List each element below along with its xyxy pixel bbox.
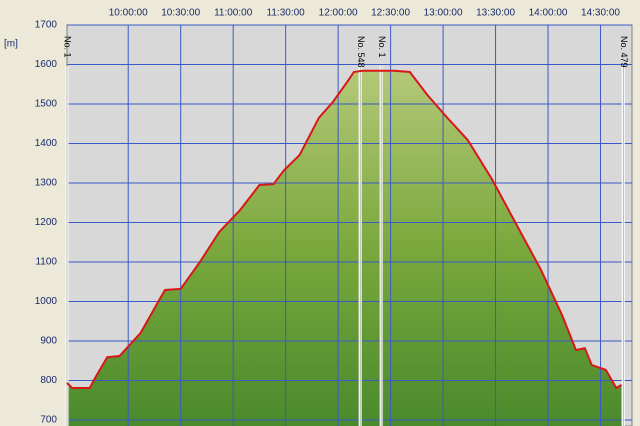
y-tick-label: 1200 xyxy=(35,217,58,228)
annotation: No. 1 xyxy=(377,36,387,58)
x-tick-label: 11:30:00 xyxy=(267,8,306,19)
y-tick-label: 1100 xyxy=(35,257,57,268)
annotation: No. 548 xyxy=(356,36,366,68)
elevation-line xyxy=(66,69,623,390)
x-tick-label: 14:00:00 xyxy=(529,8,568,19)
x-tick-label: 12:00:00 xyxy=(319,8,358,19)
annotation: No. 479 xyxy=(619,36,629,68)
y-tick-label: 1500 xyxy=(35,99,58,110)
x-tick-label: 11:00:00 xyxy=(214,8,253,19)
x-tick-label: 13:00:00 xyxy=(424,8,463,19)
x-tick-label: 10:30:00 xyxy=(161,8,200,19)
y-axis-label: [m] xyxy=(4,39,18,50)
y-tick-label: 900 xyxy=(40,336,57,347)
y-tick-label: 700 xyxy=(40,415,57,426)
y-tick-label: 1400 xyxy=(35,138,58,149)
x-tick-label: 14:30:00 xyxy=(581,8,620,19)
y-tick-label: 1000 xyxy=(35,296,58,307)
y-tick-label: 1700 xyxy=(35,20,58,31)
y-tick-label: 1600 xyxy=(35,59,58,70)
x-tick-label: 13:30:00 xyxy=(476,8,515,19)
elevation-area xyxy=(67,70,622,426)
y-tick-label: 800 xyxy=(40,375,57,386)
x-tick-label: 10:00:00 xyxy=(109,8,148,19)
annotation: No. 1 xyxy=(63,36,73,58)
y-tick-label: 1300 xyxy=(35,178,58,189)
x-tick-label: 12:30:00 xyxy=(371,8,410,19)
